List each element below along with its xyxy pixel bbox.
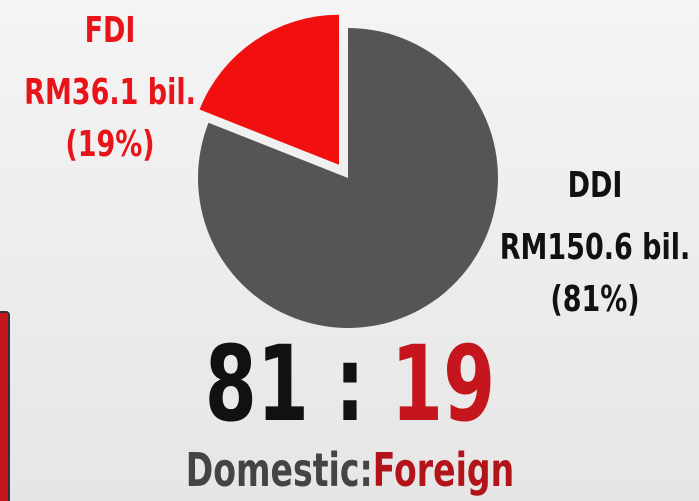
side-bar xyxy=(0,311,10,501)
ratio-left: 81 xyxy=(205,325,309,446)
pie-slice xyxy=(199,14,340,165)
pie-slice xyxy=(197,28,498,328)
caption: Domestic:Foreign xyxy=(186,445,514,498)
value-label: (19%) xyxy=(65,122,154,165)
amount-label: RM36.1 bil. xyxy=(24,70,196,113)
slice-label: DDI RM150.6 bil. (81%) xyxy=(500,163,690,320)
caption-right: Foreign xyxy=(373,445,514,498)
ratio-right: 19 xyxy=(391,325,495,446)
labels: DDI RM150.6 bil. (81%) FDI RM36.1 bil. (19%) xyxy=(24,8,690,320)
amount-label: RM150.6 bil. xyxy=(500,225,690,268)
value-label: (81%) xyxy=(550,277,639,320)
category-label: FDI xyxy=(85,8,136,51)
ratio-separator: : xyxy=(309,325,391,446)
slice-label: FDI RM36.1 bil. (19%) xyxy=(24,8,196,165)
ratio: 81 : 19 xyxy=(205,325,495,446)
category-label: DDI xyxy=(568,163,623,206)
caption-left: Domestic: xyxy=(186,445,373,498)
pie xyxy=(197,14,498,328)
